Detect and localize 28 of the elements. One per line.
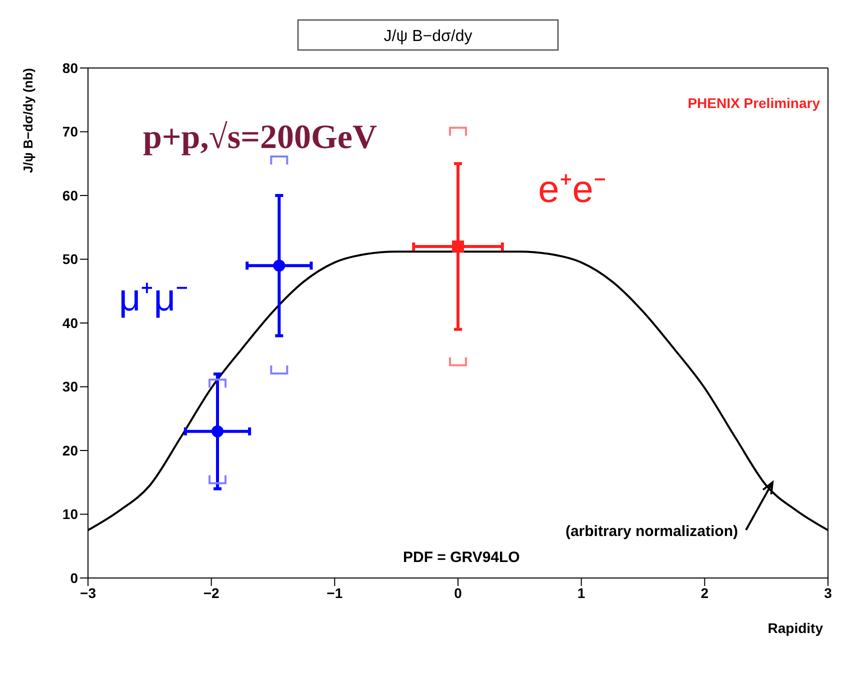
y-axis-title: J/ψ B−dσ/dy (nb) — [20, 68, 36, 173]
y-tick-label: 60 — [62, 187, 78, 204]
x-tick-label: −2 — [203, 584, 220, 601]
annotation: (arbitrary normalization) — [565, 523, 738, 540]
y-tick-label: 80 — [62, 60, 78, 76]
y-tick-label: 0 — [70, 570, 78, 586]
point — [212, 425, 224, 438]
y-tick-label: 70 — [62, 124, 78, 140]
annotation: p+p,√s=200GeV — [143, 119, 378, 156]
text: e⁺e⁻ — [538, 168, 606, 211]
y-tick-label: 10 — [62, 506, 78, 522]
x-tick-label: −3 — [80, 584, 96, 601]
x-tick-label: 2 — [700, 584, 709, 601]
annotation: PHENIX Preliminary — [688, 95, 820, 111]
x-tick-label: −1 — [326, 584, 343, 601]
y-tick-label: 30 — [62, 378, 78, 395]
y-tick-label: 50 — [62, 251, 78, 268]
x-tick-label: 3 — [824, 584, 832, 601]
text: μ⁺μ⁻ — [118, 277, 189, 320]
chart-title: J/ψ B−dσ/dy — [384, 28, 472, 45]
annotation: PDF = GRV94LO — [403, 549, 520, 566]
point — [452, 240, 464, 252]
y-tick-label: 40 — [62, 314, 78, 331]
x-tick-label: 0 — [454, 584, 462, 601]
point — [273, 260, 286, 272]
x-axis-title: Rapidity — [768, 620, 824, 636]
x-tick-label: 1 — [577, 584, 586, 601]
y-tick-label: 20 — [62, 442, 78, 458]
